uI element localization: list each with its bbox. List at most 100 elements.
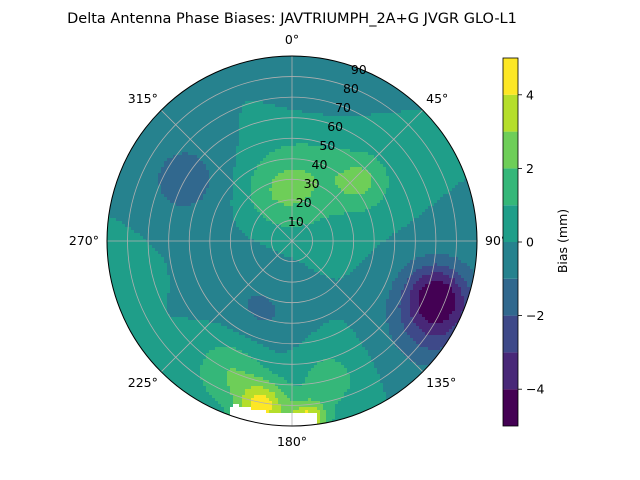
contour-cell (149, 119, 239, 122)
contour-cell (416, 323, 455, 326)
contour-cell (458, 257, 477, 260)
contour-cell (335, 416, 353, 419)
contour-cell (128, 152, 182, 155)
contour-cell (344, 275, 398, 278)
contour-cell (410, 299, 419, 302)
contour-cell (143, 125, 239, 128)
contour-cell (116, 179, 158, 182)
contour-cell (236, 158, 263, 161)
contour-cell (344, 365, 374, 368)
contour-cell (230, 200, 251, 203)
contour-cell (359, 263, 407, 266)
contour-cell (152, 245, 266, 248)
contour-cell (239, 125, 440, 128)
contour-cell (269, 410, 281, 413)
contour-cell (251, 194, 272, 197)
theta-tick-label: 315° (128, 91, 158, 106)
theta-tick-label: 180° (277, 434, 307, 449)
contour-cell (419, 326, 452, 329)
contour-cell (257, 341, 302, 344)
theta-tick-label: 135° (426, 375, 456, 390)
contour-cell (347, 371, 377, 374)
contour-cell (209, 392, 230, 395)
contour-cell (284, 170, 305, 173)
angular-gridline (291, 240, 424, 373)
contour-cell (242, 404, 251, 407)
contour-cell (203, 161, 236, 164)
contour-cell (200, 365, 263, 368)
contour-cell (380, 377, 419, 380)
contour-cell (203, 380, 227, 383)
contour-cell (251, 179, 272, 182)
contour-cell (161, 254, 284, 257)
chart-title: Delta Antenna Phase Biases: JAVTRIUMPH_2… (67, 11, 517, 27)
contour-cell (314, 365, 344, 368)
contour-cell (200, 368, 230, 371)
contour-cell (341, 188, 368, 191)
contour-cell (314, 176, 335, 179)
radial-tick-label: 20 (296, 195, 312, 210)
contour-cell (374, 365, 428, 368)
contour-cell (419, 305, 455, 308)
contour-cell (227, 326, 320, 329)
contour-cell (110, 194, 164, 197)
contour-cell (236, 161, 260, 164)
contour-cell (344, 212, 422, 215)
contour-cell (407, 278, 419, 281)
contour-cell (251, 188, 269, 191)
contour-cell (239, 122, 437, 125)
contour-cell (317, 422, 320, 425)
contour-cell (206, 164, 236, 167)
contour-cell (149, 242, 260, 245)
contour-cell (242, 350, 275, 353)
contour-cell (206, 74, 380, 77)
contour-cell (278, 398, 290, 401)
contour-cell (170, 275, 326, 278)
contour-cell (230, 386, 251, 389)
colorbar-segment (503, 352, 518, 390)
contour-cell (239, 119, 434, 122)
contour-cell (134, 140, 239, 143)
contour-cell (260, 362, 317, 365)
contour-cell (410, 221, 477, 224)
contour-cell (116, 173, 158, 176)
contour-cell (236, 224, 281, 227)
contour-cell (128, 329, 233, 332)
contour-cell (284, 203, 293, 206)
contour-cell (362, 167, 386, 170)
contour-cell (161, 191, 206, 194)
contour-cell (164, 164, 206, 167)
contour-cell (152, 365, 200, 368)
contour-cell (443, 272, 458, 275)
contour-cell (245, 392, 275, 395)
contour-cell (275, 308, 386, 311)
contour-cell (434, 263, 437, 266)
contour-cell (251, 311, 275, 314)
contour-cell (401, 290, 410, 293)
contour-cell (422, 314, 449, 317)
contour-cell (302, 200, 380, 203)
contour-cell (449, 254, 477, 257)
contour-cell (317, 185, 338, 188)
contour-cell (137, 134, 239, 137)
contour-cell (272, 191, 311, 194)
contour-cell (443, 281, 455, 284)
contour-cell (413, 284, 425, 287)
contour-cell (461, 260, 477, 263)
contour-cell (419, 293, 455, 296)
contour-cell (251, 398, 269, 401)
contour-cell (140, 131, 239, 134)
contour-cell (167, 197, 203, 200)
contour-cell (197, 155, 236, 158)
contour-cell (311, 368, 347, 371)
contour-cell (410, 311, 419, 314)
contour-cell (335, 407, 374, 410)
contour-cell (311, 194, 383, 197)
contour-cell (116, 176, 158, 179)
contour-cell (128, 149, 236, 152)
contour-cell (287, 395, 344, 398)
contour-cell (125, 326, 227, 329)
contour-cell (335, 176, 371, 179)
contour-cell (269, 299, 386, 302)
contour-cell (371, 359, 410, 362)
